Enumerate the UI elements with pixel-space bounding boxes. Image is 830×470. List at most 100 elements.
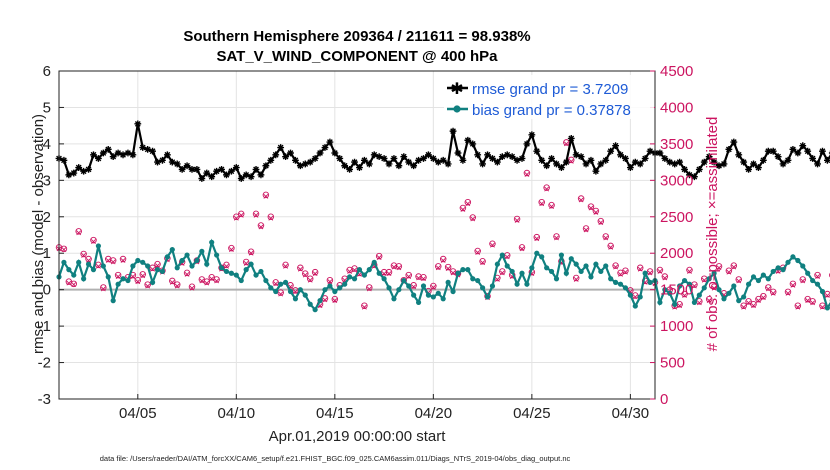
rmse-point (385, 160, 393, 168)
bias-point (386, 285, 392, 291)
bias-point (484, 294, 491, 300)
obs-possible-point (213, 276, 220, 283)
bias-point (558, 252, 565, 258)
obs-possible-point (405, 271, 412, 279)
bias-point (672, 301, 678, 307)
rmse-point (139, 144, 147, 151)
obs-possible-point (548, 201, 555, 209)
rmse-point (277, 144, 285, 151)
bias-point (736, 298, 742, 304)
rmse-point (592, 167, 600, 175)
bias-point (588, 274, 594, 280)
y-right-tick-label: 1000 (660, 318, 693, 335)
obs-assimilated-point (623, 269, 628, 275)
obs-possible-point (730, 262, 738, 269)
bias-point (755, 277, 762, 284)
obs-assimilated-point (376, 255, 382, 261)
rmse-point (203, 169, 211, 177)
bias-point (686, 281, 693, 287)
obs-assimilated-point (214, 278, 220, 284)
obs-possible-point (114, 271, 122, 279)
obs-possible-point (592, 207, 600, 215)
obs-assimilated-point (613, 264, 619, 270)
bias-point (642, 270, 648, 276)
bias-point (494, 261, 500, 267)
bias-point (445, 279, 451, 285)
rmse-point (582, 160, 590, 168)
rmse-point (360, 156, 368, 164)
obs-possible-point (474, 247, 481, 255)
rmse-point (671, 160, 679, 168)
obs-assimilated-point (716, 265, 722, 271)
x-tick-label: 04/05 (119, 405, 157, 422)
rmse-point (528, 131, 536, 139)
obs-possible-point (297, 264, 304, 272)
rmse-point (306, 158, 314, 166)
obs-assimilated-point (332, 298, 338, 304)
obs-assimilated-point (475, 250, 481, 255)
footer-data-file: data file: /Users/raeder/DAI/ATM_forcXX/… (100, 454, 571, 463)
rmse-point (794, 149, 802, 157)
rmse-point (548, 155, 555, 162)
obs-possible-point (469, 214, 477, 221)
obs-possible-point (90, 236, 97, 244)
rmse-point (218, 166, 225, 173)
bias-point (194, 257, 200, 264)
chart-subtitle: SAT_V_WIND_COMPONENT @ 400 hPa (216, 48, 498, 65)
bias-point (356, 267, 363, 273)
y-left-tick-label: 5 (43, 99, 51, 116)
bias-point (460, 267, 466, 273)
legend-rmse-label: rmse grand pr = 3.7209 (472, 81, 628, 98)
obs-assimilated-point (765, 286, 771, 292)
bias-point (519, 270, 525, 276)
bias-point (425, 292, 432, 298)
bias-point (489, 283, 496, 289)
bias-point (214, 252, 220, 258)
obs-assimilated-point (460, 207, 466, 212)
y-axis-right-label: # of obs: o=possible; ×=assimilated (704, 117, 721, 352)
rmse-point (612, 142, 619, 150)
bias-point (189, 263, 195, 269)
rmse-point (577, 153, 585, 161)
bias-point (548, 268, 555, 275)
rmse-point (70, 169, 78, 177)
bias-point (401, 277, 407, 284)
rmse-point (104, 145, 112, 153)
obs-assimilated-point (770, 290, 776, 296)
obs-assimilated-point (790, 282, 796, 288)
rmse-point (346, 166, 354, 173)
bias-point (174, 265, 180, 271)
bias-point (81, 276, 87, 282)
rmse-point (301, 160, 309, 168)
bias-point (406, 283, 412, 289)
rmse-point (769, 147, 777, 155)
obs-assimilated-point (253, 212, 259, 218)
legend-box (444, 75, 654, 119)
bias-point (667, 290, 673, 296)
y-left-tick-label: 0 (43, 282, 51, 299)
y-left-tick-label: 4 (43, 136, 51, 153)
rmse-point (365, 160, 373, 168)
rmse-point (257, 171, 265, 179)
obs-assimilated-point (135, 279, 141, 285)
bias-point (145, 263, 151, 269)
rmse-point (439, 156, 447, 164)
rmse-point (715, 162, 723, 170)
bias-point (657, 299, 663, 306)
rmse-point (789, 145, 797, 153)
rmse-point (85, 166, 92, 173)
rmse-point (587, 156, 595, 164)
rmse-point (292, 156, 299, 164)
rmse-point (449, 127, 457, 135)
bias-point (819, 288, 826, 295)
obs-assimilated-point (406, 274, 412, 279)
obs-possible-point (242, 258, 250, 266)
y-left-tick-label: 3 (43, 172, 51, 189)
obs-assimilated-point (490, 242, 495, 248)
rmse-point (198, 175, 206, 182)
rmse-point (331, 149, 339, 157)
obs-possible-point (533, 233, 541, 241)
obs-possible-point (587, 203, 595, 210)
rmse-point (819, 147, 826, 155)
bias-point (351, 276, 358, 282)
